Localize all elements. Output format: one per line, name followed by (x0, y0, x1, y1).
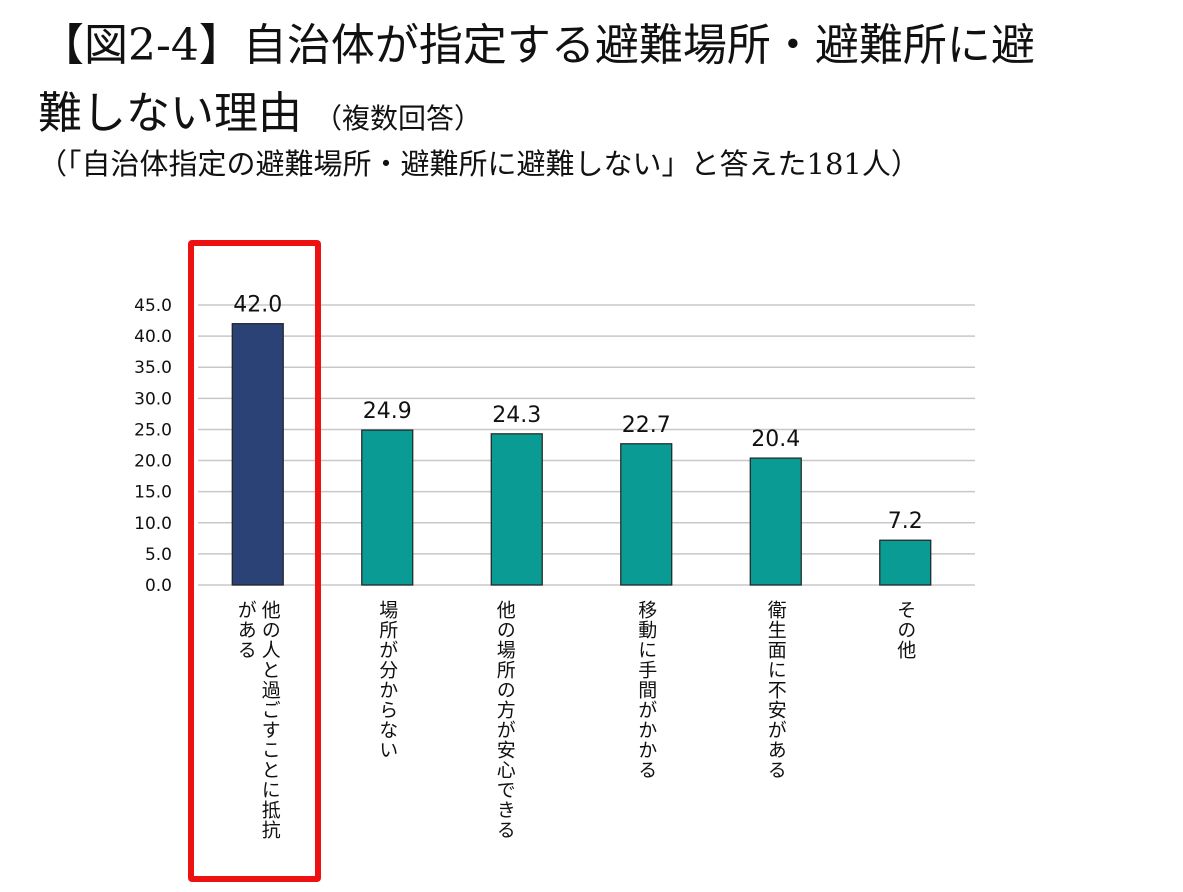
highlight-box (188, 240, 321, 882)
data-label: 24.3 (492, 403, 541, 428)
x-tick-label: 場所が分からない (376, 600, 399, 760)
bar (490, 433, 543, 586)
y-tick-label: 10.0 (134, 514, 172, 534)
x-tick-label: 移動に手間がかかる (635, 600, 658, 780)
y-tick-label: 35.0 (134, 358, 172, 378)
bar (231, 323, 284, 586)
bar (620, 443, 673, 586)
data-label: 42.0 (233, 293, 282, 318)
chart-title-note: （複数回答） (314, 102, 483, 135)
data-label: 20.4 (751, 427, 800, 452)
y-tick-label: 40.0 (134, 327, 172, 347)
chart-title-main: 難しない理由 (38, 88, 302, 139)
x-tick-label: その他 (894, 600, 917, 660)
chart-title-line1: 【図2-4】自治体が指定する避難場所・避難所に避 (40, 20, 1035, 71)
bar (361, 429, 414, 586)
x-tick-label: 衛生面に不安がある (764, 600, 787, 780)
data-label: 22.7 (622, 413, 671, 438)
chart-subtitle: （「自治体指定の避難場所・避難所に避難しない」と答えた181人） (38, 147, 920, 181)
data-label: 7.2 (888, 509, 923, 534)
y-tick-label: 5.0 (145, 545, 172, 565)
y-tick-label: 15.0 (134, 483, 172, 503)
bar (879, 539, 932, 586)
x-tick-label: 他の場所の方が安心できる (493, 600, 516, 840)
y-tick-label: 25.0 (134, 420, 172, 440)
chart-title-line2: 難しない理由 （複数回答） (38, 84, 482, 149)
y-tick-label: 30.0 (134, 389, 172, 409)
data-label: 24.9 (363, 399, 412, 424)
x-tick-label: 他の人と過ごすことに抵抗がある (234, 600, 281, 840)
y-tick-label: 0.0 (145, 576, 172, 596)
bar (749, 457, 802, 586)
y-tick-label: 20.0 (134, 452, 172, 472)
y-tick-label: 45.0 (134, 296, 172, 316)
